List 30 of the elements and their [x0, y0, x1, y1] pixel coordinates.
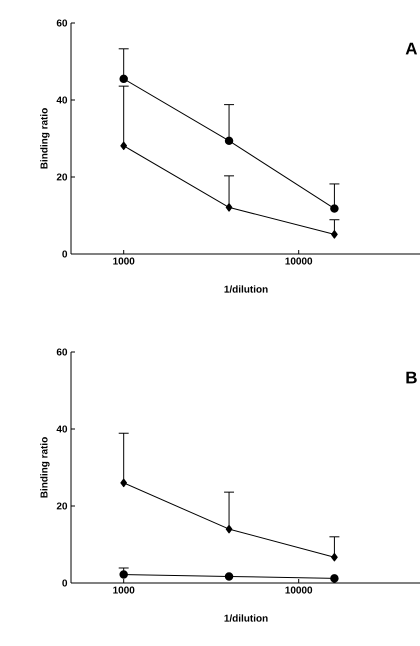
y-axis-title: Binding ratio — [40, 437, 50, 498]
y-tick-label: 60 — [56, 19, 68, 27]
point — [119, 570, 128, 579]
y-tick-label: 0 — [62, 250, 68, 258]
y-tick-label: 40 — [56, 96, 68, 104]
annotation: A — [406, 42, 418, 54]
point — [330, 574, 339, 583]
point — [226, 203, 232, 212]
point — [226, 524, 232, 534]
point — [120, 478, 128, 488]
y-tick-label: 40 — [56, 425, 68, 433]
point — [331, 552, 338, 562]
point — [330, 204, 339, 213]
x-tick-label: 1000 — [113, 258, 134, 265]
y-tick-label: 20 — [56, 173, 68, 181]
x-tick-label: 10000 — [285, 586, 312, 594]
y-axis-title: Binding ratio — [40, 108, 50, 169]
point — [120, 142, 128, 150]
point — [224, 572, 234, 581]
x-axis-title: 1/dilution — [224, 614, 268, 622]
point — [224, 136, 234, 146]
point — [119, 74, 128, 84]
annotation: B — [406, 372, 417, 384]
x-tick-label: 1000 — [113, 586, 134, 594]
y-tick-label: 20 — [56, 502, 68, 510]
y-tick-label: 60 — [56, 348, 68, 356]
point — [331, 230, 338, 239]
x-tick-label: 10000 — [285, 258, 312, 265]
x-axis-title: 1/dilution — [224, 285, 268, 293]
y-tick-label: 0 — [62, 579, 68, 587]
